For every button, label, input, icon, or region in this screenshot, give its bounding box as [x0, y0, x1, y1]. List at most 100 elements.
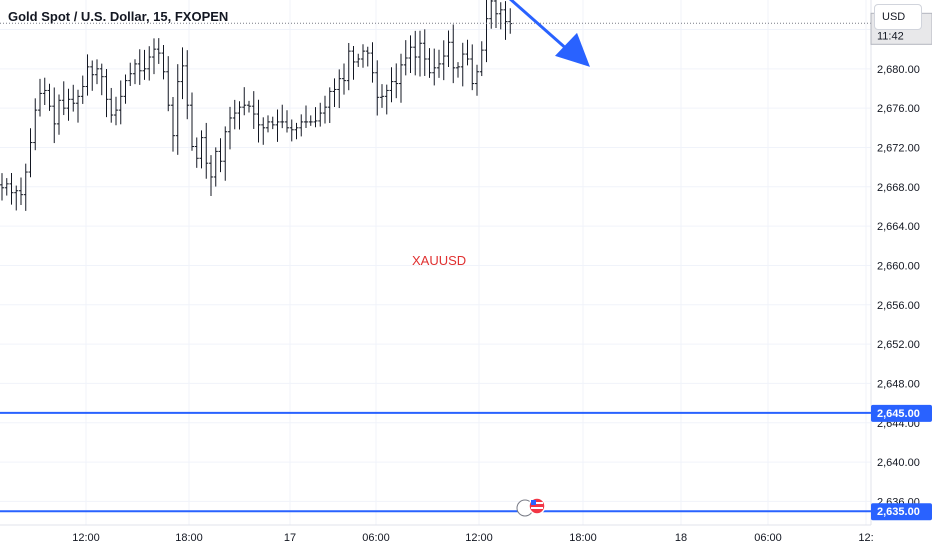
- ohlc-bar: [370, 42, 375, 83]
- ohlc-bar: [247, 100, 251, 113]
- ohlc-bar: [237, 101, 242, 130]
- ohlc-bar: [52, 87, 57, 144]
- ohlc-bar: [133, 59, 137, 85]
- ohlc-bar: [275, 109, 280, 142]
- ohlc-bar: [123, 74, 128, 104]
- ohlc-bar: [142, 49, 147, 80]
- symbol-title[interactable]: Gold Spot / U.S. Dollar, 15, FXOPEN: [8, 9, 229, 24]
- ohlc-bar: [109, 87, 114, 123]
- ohlc-bar: [479, 41, 484, 77]
- y-tick-label: 2,680.00: [877, 64, 920, 76]
- ohlc-bar: [494, 0, 498, 29]
- ohlc-bar: [99, 63, 104, 96]
- ohlc-bar: [380, 84, 384, 108]
- ohlc-bar: [118, 80, 123, 125]
- ohlc-bar: [194, 137, 199, 168]
- ohlc-bar: [256, 99, 261, 143]
- ohlc-bar: [251, 91, 256, 129]
- projection-arrow-line[interactable]: [509, 0, 571, 54]
- ohlc-bar: [156, 38, 161, 64]
- ohlc-bar: [413, 30, 418, 76]
- ohlc-bar: [266, 115, 270, 133]
- ohlc-bar: [503, 1, 508, 40]
- ohlc-bar: [489, 0, 494, 29]
- ohlc-bar: [47, 83, 52, 111]
- ohlc-bar: [0, 173, 4, 201]
- ohlc-bar: [147, 46, 152, 81]
- ohlc-bar: [33, 98, 38, 151]
- level-label: 2,645.00: [877, 408, 920, 420]
- ohlc-bar: [114, 96, 118, 126]
- projection-arrow-head[interactable]: [555, 32, 590, 67]
- ohlc-bar: [294, 122, 299, 140]
- ohlc-bar: [76, 89, 80, 123]
- ohlc-bar: [66, 88, 71, 121]
- level-label-bg: [871, 503, 932, 521]
- ohlc-bar: [23, 163, 28, 211]
- ohlc-bar: [332, 78, 337, 107]
- x-tick-label: 18:00: [175, 532, 203, 544]
- x-tick-label: 06:00: [754, 532, 782, 544]
- ohlc-bar: [451, 24, 456, 84]
- ohlc-bar: [441, 40, 446, 81]
- ohlc-bar: [218, 138, 223, 173]
- ohlc-bar: [403, 40, 408, 76]
- ohlc-bar: [175, 64, 180, 155]
- ohlc-bar: [166, 56, 171, 112]
- ohlc-bar: [57, 94, 61, 135]
- ohlc-bar: [313, 107, 318, 128]
- y-tick-label: 2,656.00: [877, 300, 920, 312]
- ohlc-bar: [161, 45, 166, 80]
- ohlc-bar: [375, 60, 380, 116]
- x-tick-label: 17: [284, 532, 296, 544]
- ohlc-bar: [228, 106, 232, 150]
- x-tick-label: 18: [675, 532, 687, 544]
- ohlc-bar: [104, 68, 109, 118]
- x-tick-label: 06:00: [362, 532, 390, 544]
- ohlc-bar: [456, 62, 460, 78]
- ohlc-bar: [223, 126, 228, 181]
- ohlc-bar: [394, 63, 399, 99]
- currency-button[interactable]: USD: [874, 4, 922, 30]
- flag-stripe: [531, 507, 543, 509]
- x-tick-label: 18:00: [569, 532, 597, 544]
- ohlc-bar: [80, 75, 85, 104]
- ohlc-bar: [242, 87, 247, 116]
- ohlc-bar: [389, 67, 394, 103]
- ohlc-bar: [465, 39, 470, 66]
- ohlc-bar: [171, 97, 175, 152]
- ohlc-bar: [213, 147, 218, 187]
- ohlc-bar: [498, 2, 503, 30]
- ohlc-bar: [19, 177, 23, 206]
- ohlc-bar: [351, 45, 356, 80]
- ohlc-bar: [204, 122, 209, 179]
- ohlc-bar: [232, 99, 237, 130]
- ohlc-bar: [346, 42, 351, 91]
- ohlc-bar: [289, 119, 294, 142]
- ohlc-bar: [209, 155, 213, 196]
- ohlc-bar: [399, 53, 403, 103]
- ohlc-bar: [323, 95, 327, 124]
- ohlc-bar: [460, 42, 465, 87]
- ohlc-bar: [408, 35, 413, 73]
- level-label: 2,635.00: [877, 506, 920, 518]
- ohlc-bar: [327, 87, 332, 123]
- flag-stripe: [531, 502, 543, 504]
- ohlc-bar: [199, 130, 204, 169]
- ohlc-bar: [90, 60, 95, 91]
- ohlc-bar: [280, 104, 285, 129]
- ohlc-bar: [337, 69, 342, 109]
- ohlc-bar: [418, 30, 422, 77]
- y-tick-label: 2,648.00: [877, 378, 920, 390]
- ohlc-bar: [9, 172, 14, 205]
- ohlc-bar: [446, 30, 451, 67]
- ohlc-bar: [61, 81, 66, 116]
- y-tick-label: 2,660.00: [877, 260, 920, 272]
- price-countdown: 11:42: [877, 30, 904, 42]
- y-tick-label: 2,668.00: [877, 182, 920, 194]
- ohlc-bar: [71, 84, 76, 112]
- ohlc-bar: [365, 46, 370, 67]
